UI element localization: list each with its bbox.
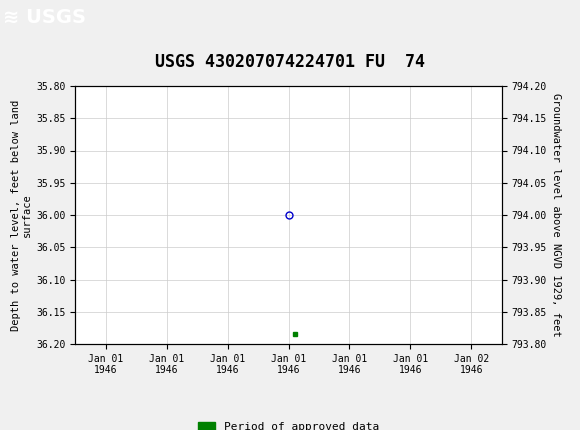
Text: ≋ USGS: ≋ USGS: [3, 8, 86, 27]
Legend: Period of approved data: Period of approved data: [194, 418, 383, 430]
Text: USGS 430207074224701 FU  74: USGS 430207074224701 FU 74: [155, 53, 425, 71]
Y-axis label: Depth to water level, feet below land
surface: Depth to water level, feet below land su…: [10, 99, 32, 331]
Y-axis label: Groundwater level above NGVD 1929, feet: Groundwater level above NGVD 1929, feet: [551, 93, 561, 337]
